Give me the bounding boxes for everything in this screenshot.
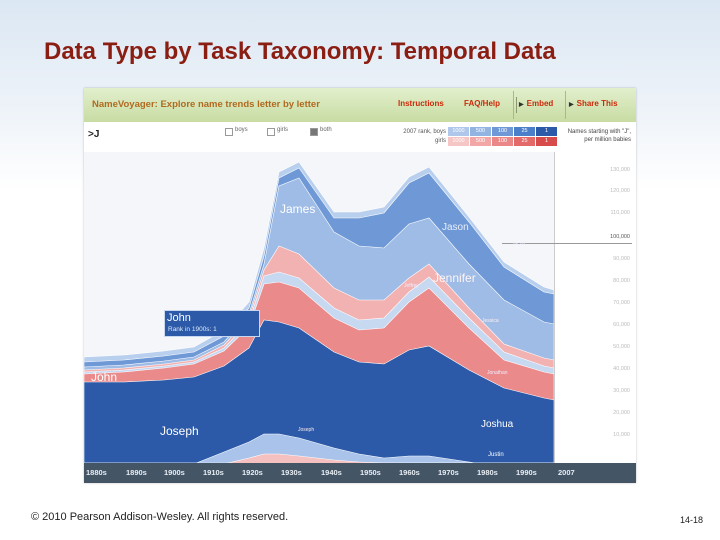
decade-tick: 1900s: [164, 468, 185, 477]
share-this-label: Share This: [576, 99, 618, 108]
y-axis-panel: [554, 152, 636, 463]
area-label-joseph-small[interactable]: Joseph: [298, 427, 315, 433]
area-label-jason[interactable]: Jason: [442, 222, 469, 233]
rank-cell-boys: 1000: [448, 127, 469, 136]
decade-tick: 1940s: [321, 468, 342, 477]
rank-cell-boys: 1: [536, 127, 557, 136]
rank-cell-girls: 500: [470, 137, 491, 146]
instructions-link[interactable]: Instructions: [398, 99, 444, 108]
rank-legend-label: 2007 rank, boys girls: [390, 128, 446, 146]
hover-reference-line: [502, 243, 632, 244]
header-divider: [565, 91, 566, 119]
faq-help-link[interactable]: FAQ/Help: [464, 99, 501, 108]
embed-label: Embed: [526, 99, 554, 108]
area-label-joshua[interactable]: Joshua: [481, 419, 514, 430]
decade-tick: 1880s: [86, 468, 107, 477]
y-tick: 20,000: [613, 410, 630, 416]
decade-tick: 1960s: [399, 468, 420, 477]
link-divider: [516, 97, 517, 113]
rank-cell-girls: 1000: [448, 137, 469, 146]
y-tick: 10,000: [613, 432, 630, 438]
area-layer[interactable]: [84, 319, 554, 463]
app-title: NameVoyager: Explore name trends letter …: [92, 99, 320, 110]
area-label-jonathan[interactable]: Jonathan: [487, 370, 508, 376]
both-checkbox[interactable]: [310, 128, 318, 136]
boys-checkbox[interactable]: [225, 128, 233, 136]
area-label-john[interactable]: John: [91, 370, 118, 384]
page-number: 14-18: [680, 515, 704, 525]
y-tick: 50,000: [613, 344, 630, 350]
decade-tick: 1990s: [516, 468, 537, 477]
hover-tooltip: John Rank in 1900s: 1: [164, 310, 260, 337]
rank-cell-girls: 1: [536, 137, 557, 146]
rank-label-boys: 2007 rank, boys: [403, 129, 446, 135]
rank-label-girls: girls: [434, 138, 446, 144]
decade-tick: 1890s: [126, 468, 147, 477]
y-axis-title: Names starting with "J", per million bab…: [567, 129, 631, 143]
y-tick: 100,000: [610, 234, 630, 240]
name-query-input[interactable]: >J: [88, 129, 100, 140]
area-layer[interactable]: [84, 433, 554, 463]
stacked-area-chart[interactable]: [84, 152, 554, 463]
decade-tick: 1910s: [203, 468, 224, 477]
share-this-link[interactable]: ▶ Share This: [569, 99, 618, 108]
rank-cell-boys: 25: [514, 127, 535, 136]
area-layer[interactable]: [84, 453, 554, 463]
rank-cell-girls: 25: [514, 137, 535, 146]
y-tick: 60,000: [613, 322, 630, 328]
y-tick: 30,000: [613, 388, 630, 394]
y-axis-line: [554, 152, 555, 463]
rank-cell-girls: 100: [492, 137, 513, 146]
tooltip-name: John: [167, 312, 191, 324]
area-label-jacob[interactable]: Jacob: [512, 241, 526, 247]
rank-cell-boys: 100: [492, 127, 513, 136]
header-divider: [513, 91, 514, 119]
area-label-jeffrey[interactable]: Jeffrey: [404, 283, 419, 289]
area-label-joseph[interactable]: Joseph: [160, 424, 199, 438]
tooltip-rank: Rank in 1900s: 1: [168, 326, 217, 333]
decade-tick: 1980s: [477, 468, 498, 477]
y-tick: 40,000: [613, 366, 630, 372]
arrow-right-icon: ▶: [519, 102, 524, 108]
area-label-justin[interactable]: Justin: [488, 452, 504, 458]
y-tick: 130,000: [610, 167, 630, 173]
decade-tick: 1920s: [242, 468, 263, 477]
decade-tick: 2007: [558, 468, 575, 477]
boys-checkbox-label: boys: [235, 127, 248, 133]
area-label-james[interactable]: James: [280, 202, 316, 216]
arrow-right-icon: ▶: [569, 102, 574, 108]
decade-tick: 1950s: [360, 468, 381, 477]
y-tick: 110,000: [610, 210, 630, 216]
both-checkbox-label: both: [320, 127, 332, 133]
y-tick: 80,000: [613, 278, 630, 284]
decade-axis: 1880s 1890s 1900s 1910s 1920s 1930s 1940…: [84, 463, 636, 483]
y-tick: 120,000: [610, 188, 630, 194]
slide-title: Data Type by Task Taxonomy: Temporal Dat…: [44, 38, 556, 65]
girls-checkbox-label: girls: [277, 127, 289, 133]
app-header: NameVoyager: Explore name trends letter …: [84, 88, 636, 123]
y-tick: 70,000: [613, 300, 630, 306]
y-tick: 90,000: [613, 256, 630, 262]
decade-tick: 1930s: [281, 468, 302, 477]
copyright-footer: © 2010 Pearson Addison-Wesley. All right…: [31, 511, 289, 523]
area-label-jessica[interactable]: Jessica: [482, 318, 499, 324]
area-label-jennifer[interactable]: Jennifer: [433, 271, 476, 285]
embed-link[interactable]: ▶ Embed: [519, 99, 553, 108]
girls-checkbox[interactable]: [267, 128, 275, 136]
namevoyager-screenshot: NameVoyager: Explore name trends letter …: [84, 88, 636, 483]
rank-cell-boys: 500: [470, 127, 491, 136]
decade-tick: 1970s: [438, 468, 459, 477]
